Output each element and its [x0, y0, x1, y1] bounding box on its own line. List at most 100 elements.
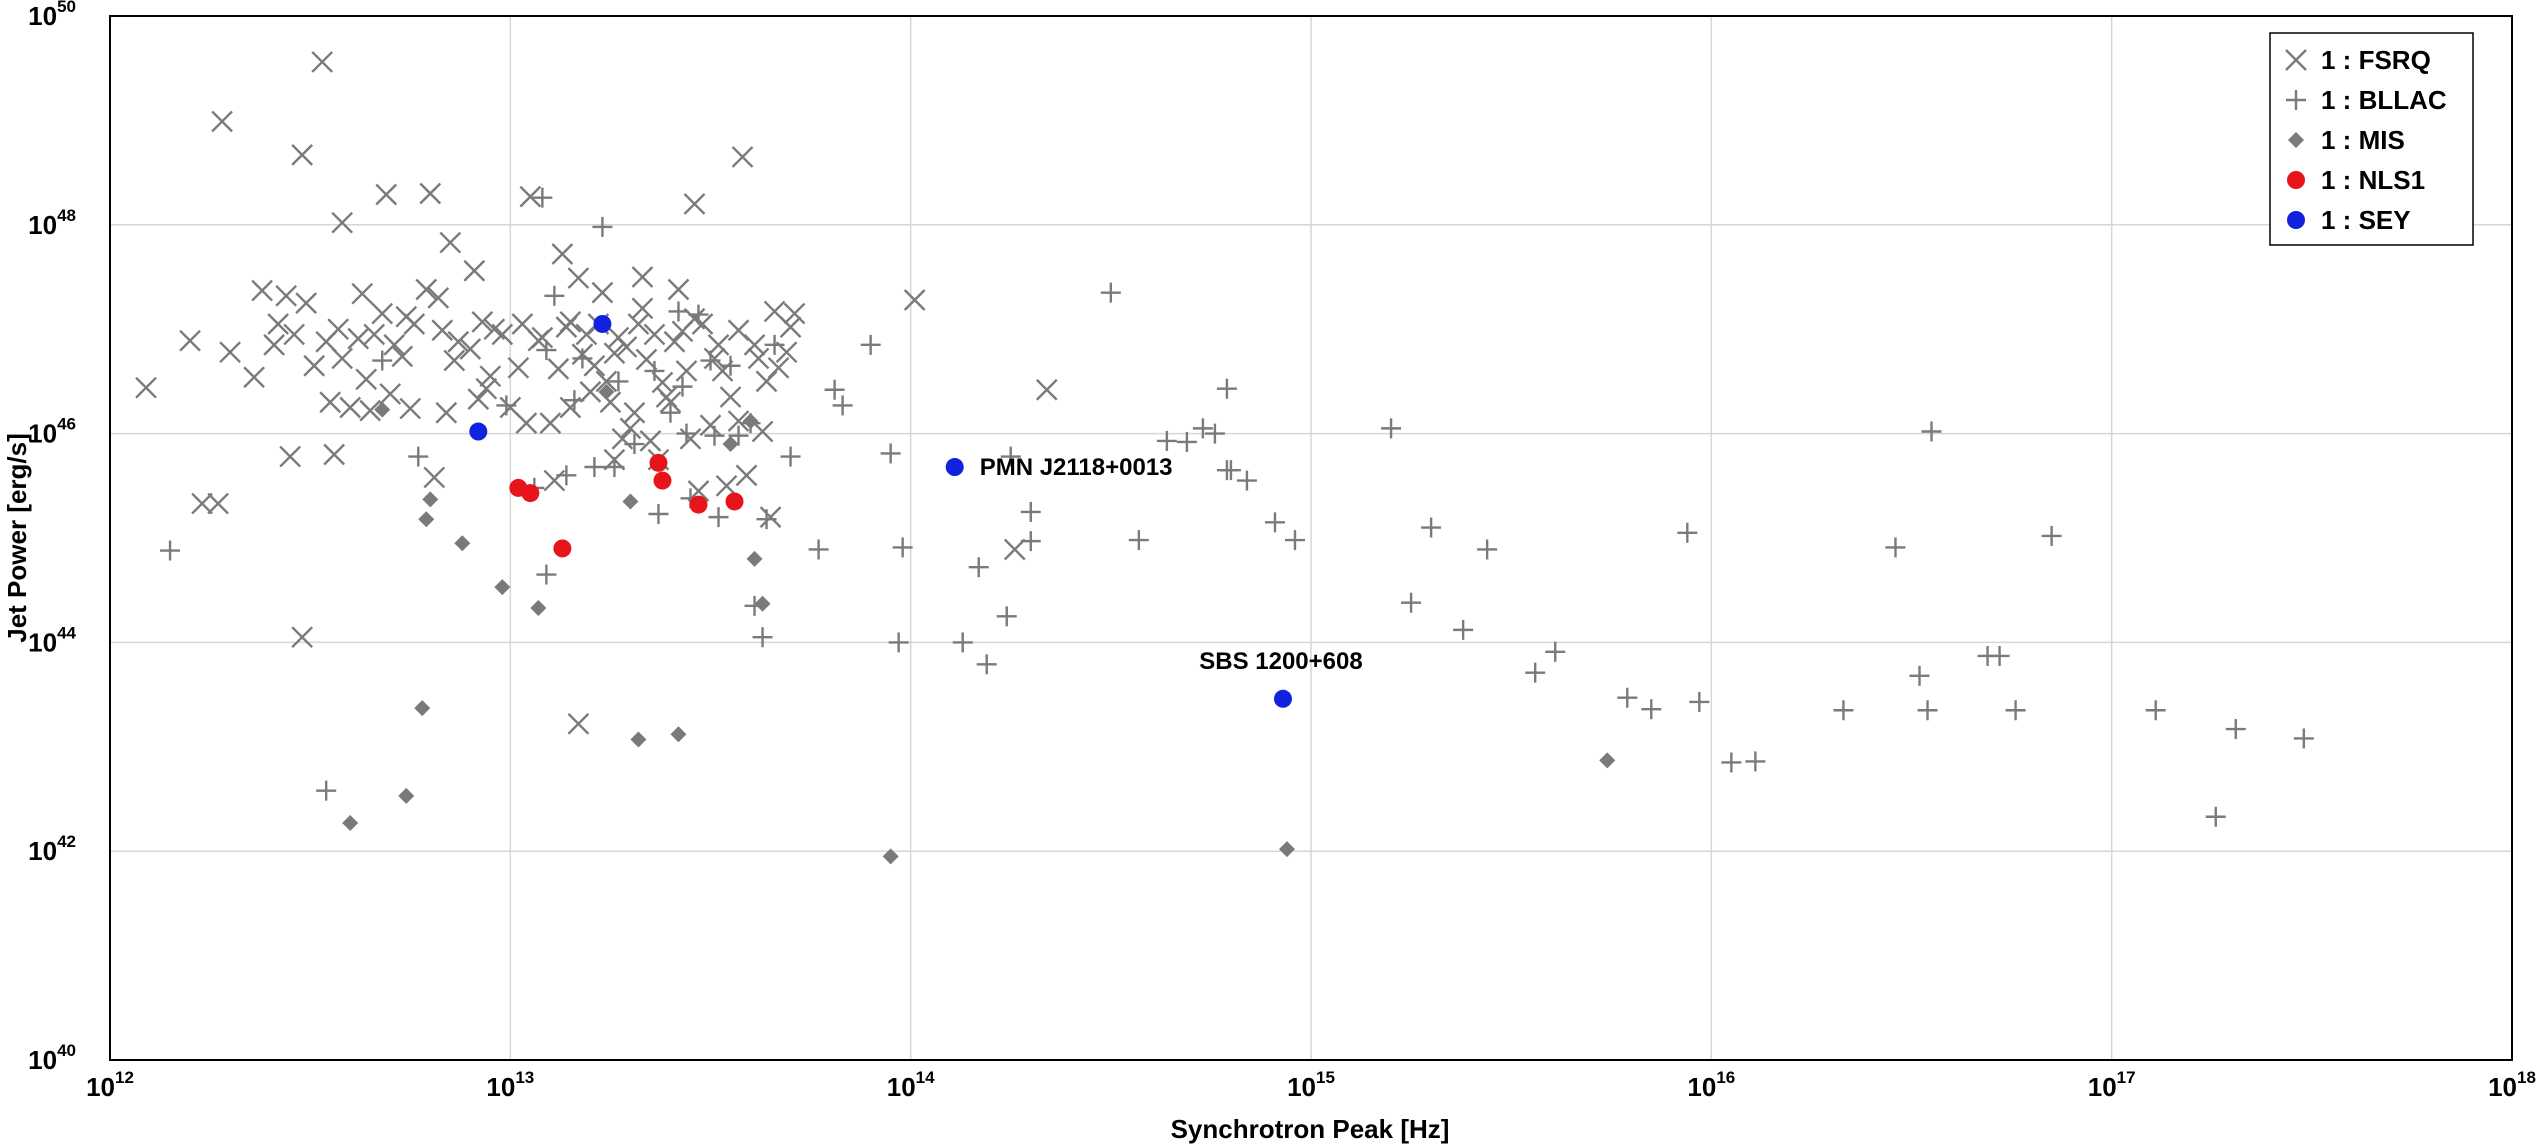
data-point	[414, 700, 431, 717]
data-point	[1264, 512, 1285, 533]
data-point	[1128, 530, 1149, 551]
data-point	[427, 287, 450, 309]
data-point	[459, 338, 482, 360]
data-point	[2041, 525, 2062, 546]
legend-label: 1 : BLLAC	[2321, 85, 2447, 115]
data-point	[515, 412, 538, 435]
data-point	[759, 506, 782, 528]
data-point	[704, 425, 725, 446]
data-point	[591, 281, 614, 304]
legend-marker	[2288, 132, 2304, 148]
data-point	[668, 301, 689, 322]
data-point	[1617, 687, 1638, 708]
data-point	[579, 380, 602, 403]
data-point	[976, 654, 997, 675]
data-point	[179, 329, 201, 352]
data-point	[1477, 539, 1498, 560]
data-point	[708, 507, 729, 528]
data-point	[1989, 645, 2010, 666]
data-point	[507, 356, 530, 379]
data-point	[374, 401, 391, 418]
data-point	[764, 334, 785, 355]
data-point	[391, 345, 414, 368]
data-point	[355, 368, 378, 391]
data-point	[676, 423, 697, 444]
data-point	[2005, 700, 2026, 721]
data-point	[415, 278, 438, 301]
data-point	[291, 626, 314, 649]
data-point	[720, 355, 741, 376]
data-point	[622, 493, 639, 510]
legend-item: 1 : SEY	[2287, 205, 2411, 235]
data-point	[1236, 470, 1257, 491]
data-point	[371, 302, 394, 325]
data-point	[1020, 501, 1041, 522]
data-point	[1909, 665, 1930, 686]
data-point	[539, 412, 562, 435]
data-point	[135, 376, 157, 399]
point-annotation: SBS 1200+608	[1199, 648, 1362, 675]
data-point	[555, 316, 578, 338]
data-point	[903, 289, 926, 311]
legend-marker	[2285, 49, 2307, 71]
data-point	[639, 430, 662, 452]
data-point	[1216, 378, 1237, 399]
data-point	[1278, 841, 1295, 858]
data-point	[779, 316, 802, 338]
data-point	[536, 564, 557, 585]
data-point	[667, 278, 690, 301]
data-point	[655, 386, 678, 408]
data-point	[463, 259, 486, 282]
data-point	[435, 401, 458, 424]
data-point	[532, 187, 553, 208]
data-point	[251, 279, 273, 302]
data-point	[1677, 522, 1698, 543]
data-point	[191, 492, 213, 515]
data-point	[1917, 700, 1938, 721]
data-point	[339, 396, 362, 419]
legend-marker	[2287, 211, 2305, 229]
data-point	[283, 323, 306, 346]
data-point	[752, 627, 773, 648]
data-point	[699, 414, 722, 437]
data-point	[746, 550, 763, 567]
data-point	[747, 347, 770, 370]
data-point	[663, 330, 686, 353]
data-point	[675, 360, 698, 382]
data-point	[689, 495, 708, 514]
data-point	[1035, 378, 1058, 401]
data-point	[672, 376, 693, 397]
data-point	[572, 348, 593, 369]
data-point	[311, 51, 334, 73]
data-point	[727, 410, 750, 432]
data-point	[547, 358, 570, 380]
data-point	[1000, 446, 1021, 467]
data-point	[342, 815, 359, 832]
data-point	[531, 326, 554, 349]
data-point	[719, 386, 742, 408]
data-point	[267, 313, 289, 335]
data-point	[604, 457, 625, 478]
data-point	[479, 365, 502, 388]
data-point	[363, 323, 386, 346]
data-point	[715, 474, 738, 497]
data-point	[319, 391, 342, 414]
data-point	[494, 579, 511, 596]
data-point	[644, 360, 665, 381]
data-point	[291, 144, 314, 166]
data-point	[467, 388, 490, 410]
legend-item: 1 : NLS1	[2287, 165, 2425, 195]
data-point	[359, 399, 382, 422]
data-points	[135, 51, 2314, 865]
plot-frame	[109, 15, 2513, 1061]
data-point	[1525, 662, 1546, 683]
data-point	[1220, 460, 1241, 481]
legend-item: 1 : BLLAC	[2286, 85, 2447, 115]
data-point	[423, 466, 446, 489]
data-point	[1156, 430, 1177, 451]
data-point	[419, 182, 442, 205]
data-point	[1453, 619, 1474, 640]
data-point	[536, 340, 557, 361]
data-point	[1003, 538, 1026, 561]
data-point	[551, 243, 574, 265]
